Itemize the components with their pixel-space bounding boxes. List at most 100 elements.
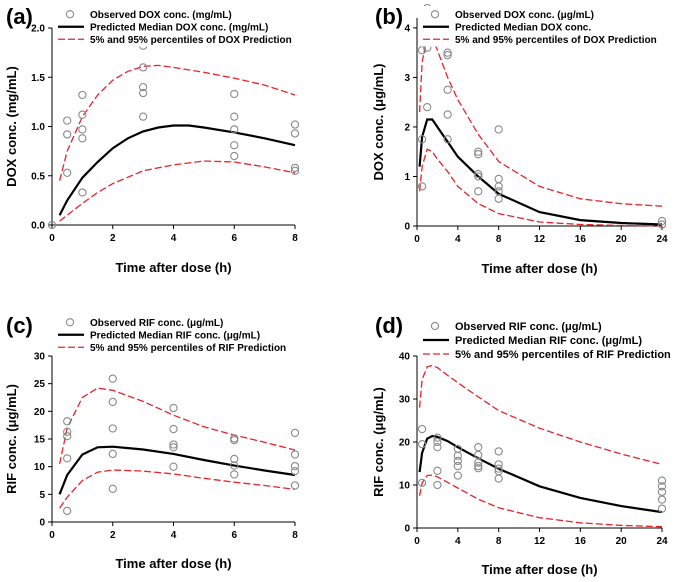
observed-point [138,112,148,121]
x-tick-label: 20 [616,234,628,245]
observed-point [443,110,452,119]
p95-line [58,64,296,181]
observed-point [423,102,432,112]
x-tick-label: 0 [49,530,55,541]
observed-point [494,460,503,469]
legend-marker-observed [65,318,75,327]
observed-point [290,163,300,173]
y-axis-label: DOX conc. (mg/mL) [4,66,19,187]
y-tick-label: 20 [399,438,411,449]
observed-point [417,439,427,449]
legend-label: Predicted Median RIF conc. (μg/mL) [455,335,642,347]
x-tick-label: 24 [656,234,668,245]
chart-panel-a: (a) 0.0 0.5 1.0 1.5 2.0 0 2 4 6 8 Time after dose (… [4,4,300,275]
observed-point [290,428,300,438]
observed-point [290,120,300,129]
y-tick-label: 1.5 [31,73,45,84]
observed-point [63,116,72,125]
x-axis-label: Time after dose (h) [481,562,597,577]
y-tick-label: 2 [404,122,410,133]
observed-point [474,169,483,179]
y-tick-label: 25 [34,379,46,390]
observed-point [453,456,462,466]
observed-point [63,130,72,139]
legend-label: 5% and 95% percentiles of RIF Prediction [90,343,286,354]
observed-point [78,134,87,143]
observed-point [230,434,239,443]
x-tick-label: 24 [656,536,668,547]
y-axis-label: RIF conc. (μg/mL) [371,387,386,497]
median-line [418,434,663,514]
observed-point [433,433,442,442]
observed-point [108,397,117,407]
y-tick-label: 10 [34,462,46,473]
observed-point [443,48,452,57]
p5-line [418,474,663,528]
chart-panel-c: (c) 0 5 10 15 20 25 30 0 2 4 6 8 Time after dose (h) R… [4,313,300,571]
observed-point [63,432,72,441]
observed-point [494,174,503,184]
observed-point [290,166,300,175]
observed-point [657,495,667,504]
legend-label: Observed RIF conc. (μg/mL) [455,321,602,333]
observed-point [230,461,239,470]
x-tick-label: 0 [49,233,55,244]
y-tick-label: 4 [404,23,410,34]
x-tick-label: 16 [575,234,587,245]
observed-point [453,461,462,471]
observed-point [657,216,667,226]
legend: Observed RIF conc. (μg/mL)Predicted Medi… [56,314,286,355]
observed-point [474,464,483,473]
observed-point [63,427,72,436]
observed-point [453,471,462,480]
observed-point [78,188,87,197]
x-tick-label: 12 [534,234,546,245]
observed-point [78,110,87,119]
legend-label: 5% and 95% percentiles of RIF Prediction [455,349,671,361]
observed-point [453,444,462,454]
x-tick-label: 4 [455,234,461,245]
observed-point [230,141,239,150]
y-tick-label: 30 [399,395,411,406]
p5-line [418,148,663,227]
legend-label: Predicted Median DOX conc. (mg/mL) [90,22,268,33]
observed-point [433,443,442,452]
x-tick-label: 2 [110,233,116,244]
observed-point [230,454,239,464]
legend-marker-observed [430,321,440,331]
observed-point [230,89,239,99]
observed-point [169,403,178,413]
observed-point [433,466,442,475]
observed-point [494,464,503,473]
x-tick-label: 4 [455,536,461,547]
y-tick-label: 0.5 [31,171,45,182]
observed-point [474,461,483,471]
y-tick-label: 30 [34,352,46,363]
observed-point [230,435,239,445]
observed-point [47,220,57,230]
observed-point [657,476,667,485]
y-tick-label: 10 [399,481,411,492]
p5-line [59,469,296,509]
legend-marker-observed [430,10,440,19]
observed-point [290,129,300,138]
observed-point [108,374,117,383]
observed-point [169,443,178,452]
p5-line [59,160,296,222]
observed-point [230,470,239,479]
observed-point [63,454,72,463]
observed-point [417,478,427,487]
observed-point [433,480,442,490]
observed-point [474,150,483,159]
observed-point [290,481,300,490]
observed-point [443,50,452,60]
legend-box [421,317,666,362]
x-tick-label: 2 [110,530,116,541]
x-tick-label: 6 [231,530,237,541]
observed-point [453,451,462,460]
observed-point [230,151,239,161]
observed-point [443,85,452,94]
observed-point [417,46,427,55]
observed-point [78,125,87,134]
